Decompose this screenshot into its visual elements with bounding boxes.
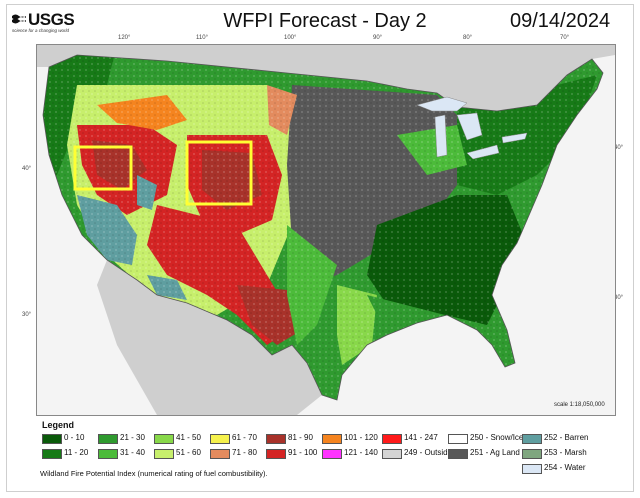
footnote: Wildland Fire Potential Index (numerical…: [40, 469, 268, 478]
forecast-date: 09/14/2024: [510, 10, 611, 32]
legend-swatch: [98, 434, 118, 444]
lake-superior: [416, 96, 468, 112]
legend-swatch: [154, 449, 174, 459]
legend-swatch: [42, 434, 62, 444]
legend-label: 51 - 60: [176, 448, 201, 457]
legend-label: 11 - 20: [64, 448, 89, 457]
longitude-label: 80°: [463, 35, 473, 41]
legend-swatch: [322, 434, 342, 444]
lake-erie: [466, 144, 500, 160]
map-scale: scale 1:18,050,000: [554, 402, 605, 408]
legend-label: 21 - 30: [120, 433, 145, 442]
legend-label: 253 - Marsh: [544, 448, 587, 457]
legend-label: 141 - 247: [404, 433, 438, 442]
latitude-label: 40°: [614, 145, 624, 151]
legend-label: 71 - 80: [232, 448, 257, 457]
highlight-box-nevada: [73, 145, 133, 191]
mexico-area: [97, 260, 322, 415]
legend-swatch: [448, 434, 468, 444]
longitude-label: 110°: [196, 35, 208, 41]
legend-swatch: [154, 434, 174, 444]
legend-label: 252 - Barren: [544, 433, 589, 442]
longitude-label: 100°: [284, 35, 297, 41]
legend-swatch: [382, 449, 402, 459]
legend-swatch: [448, 449, 468, 459]
lake-michigan: [434, 114, 448, 158]
legend-label: 250 - Snow/Ice: [470, 433, 524, 442]
legend-swatch: [522, 434, 542, 444]
legend-label: 31 - 40: [120, 448, 145, 457]
conus-outline: [42, 54, 604, 401]
legend-label: 91 - 100: [288, 448, 318, 457]
highlight-box-utah-colorado: [185, 140, 253, 206]
latitude-label: 40°: [22, 166, 32, 172]
legend-swatch: [98, 449, 118, 459]
legend-label: 81 - 90: [288, 433, 313, 442]
legend-label: 251 - Ag Land: [470, 448, 520, 457]
legend-swatch: [210, 434, 230, 444]
legend-label: 61 - 70: [232, 433, 257, 442]
lake-ontario: [501, 132, 528, 144]
legend-label: 249 - Outside US: [404, 448, 466, 457]
legend-swatch: [322, 449, 342, 459]
wfpi-map: [36, 44, 616, 416]
longitude-label: 90°: [373, 35, 383, 41]
legend-label: 0 - 10: [64, 433, 85, 442]
legend-label: 254 - Water: [544, 463, 586, 472]
latitude-label: 30°: [614, 295, 624, 301]
legend-swatch: [42, 449, 62, 459]
usgs-wave-icon: [12, 14, 26, 24]
legend-title: Legend: [42, 420, 75, 430]
longitude-label: 120°: [118, 35, 131, 41]
legend-swatch: [522, 449, 542, 459]
legend-label: 101 - 120: [344, 433, 378, 442]
legend-label: 41 - 50: [176, 433, 201, 442]
logo-word: USGS: [28, 10, 75, 29]
legend-swatch: [382, 434, 402, 444]
legend-swatch: [210, 449, 230, 459]
page-title: WFPI Forecast - Day 2: [223, 10, 427, 32]
legend-swatch: [266, 434, 286, 444]
latitude-label: 30°: [22, 312, 32, 318]
legend-swatch: [522, 464, 542, 474]
usgs-logo: USGS science for a changing world: [12, 10, 82, 36]
conus-fuel-regions: [43, 55, 603, 400]
logo-tagline: science for a changing world: [12, 28, 70, 33]
legend-label: 121 - 140: [344, 448, 378, 457]
lake-huron: [456, 112, 483, 141]
longitude-label: 70°: [560, 35, 570, 41]
canada-area: [37, 45, 615, 111]
legend-swatch: [266, 449, 286, 459]
